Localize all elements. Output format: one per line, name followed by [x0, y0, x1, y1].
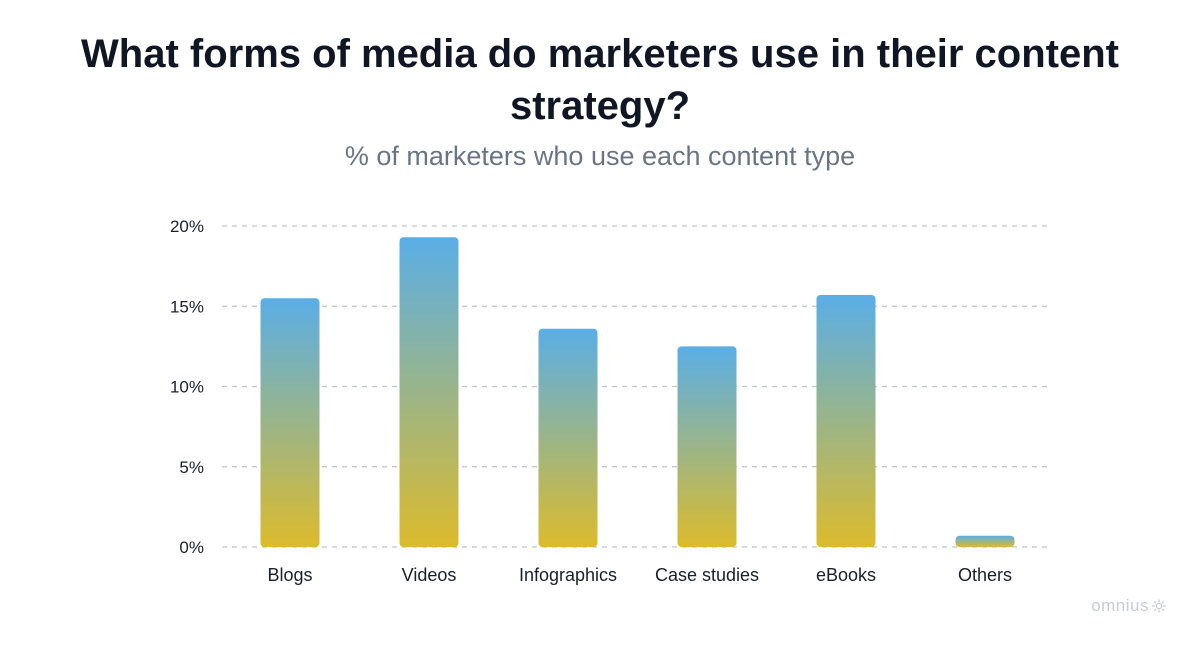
- chart-subtitle: % of marketers who use each content type: [344, 141, 856, 171]
- sun-icon: [1152, 599, 1166, 613]
- y-tick-label: 20%: [170, 217, 204, 236]
- x-tick-label: eBooks: [816, 565, 876, 585]
- x-axis-labels: Blogs Videos Infographics Case studies eBook…: [267, 565, 1012, 585]
- x-tick-label: Videos: [402, 565, 457, 585]
- x-tick-label: Others: [958, 565, 1012, 585]
- bar-others: [955, 535, 1015, 547]
- y-tick-label: 0%: [179, 538, 204, 557]
- y-tick-label: 10%: [170, 378, 204, 397]
- y-tick-label: 15%: [170, 297, 204, 316]
- brand-logo: omnius: [1091, 596, 1166, 616]
- bars: [260, 237, 1015, 548]
- bar-blogs: [260, 298, 320, 547]
- brand-name: omnius: [1091, 596, 1149, 615]
- bar-case-studies: [677, 346, 737, 547]
- grid-lines: [222, 225, 1048, 548]
- x-tick-label: Infographics: [519, 565, 617, 585]
- bar-ebooks: [816, 295, 876, 547]
- bar-infographics: [538, 328, 598, 547]
- y-tick-label: 5%: [179, 458, 204, 477]
- chart-title: What forms of media do marketers use in …: [81, 32, 1119, 128]
- x-tick-label: Case studies: [655, 565, 759, 585]
- y-axis-ticks: 0% 5% 10% 15% 20%: [170, 217, 204, 557]
- bar-videos: [399, 237, 459, 548]
- x-tick-label: Blogs: [267, 565, 312, 585]
- bar-chart: 0% 5% 10% 15% 20% Blogs Videos Infographics Cas…: [170, 217, 1048, 585]
